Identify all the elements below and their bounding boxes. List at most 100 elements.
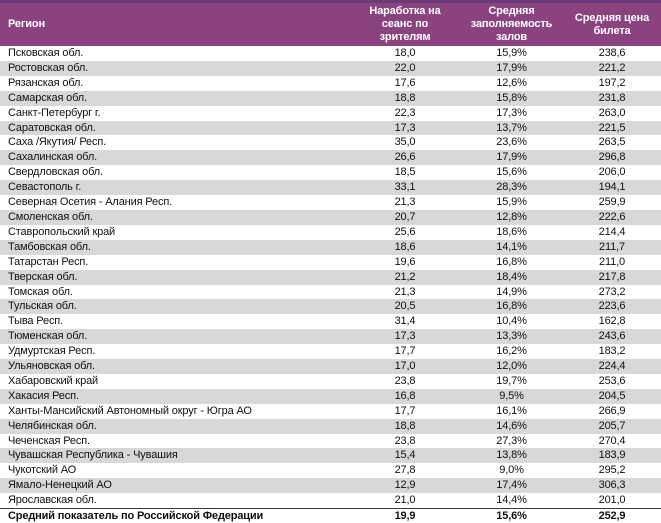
cell-occupancy: 10,4% [496, 315, 527, 328]
cell-occupancy: 13,3% [460, 329, 563, 345]
cell-region: Северная Осетия - Алания Респ. [8, 196, 173, 209]
table-row: Тыва Респ. 31,4 10,4% 162,8 [0, 314, 661, 329]
cell-price: 183,9 [563, 448, 661, 464]
cell-price: 273,2 [598, 285, 626, 298]
cell-occupancy: 16,8% [496, 255, 527, 268]
cell-region: Томская обл. [8, 285, 73, 298]
total-row: Средний показатель по Российской Федерац… [0, 508, 661, 523]
cell-price: 263,5 [598, 136, 626, 149]
cell-per_session: 20,7 [350, 209, 460, 225]
table-row: Саха /Якутия/ Респ. 35,0 23,6% 263,5 [0, 135, 661, 150]
cell-occupancy: 14,9% [496, 285, 527, 298]
cell-occupancy: 17,9% [460, 60, 563, 76]
table-row: Санкт-Петербург г. 22,3 17,3% 263,0 [0, 106, 661, 121]
table-row: Тульская обл. 20,5 16,8% 223,6 [0, 299, 661, 315]
cell-price: 221,2 [563, 60, 661, 76]
table-row: Северная Осетия - Алания Респ. 21,3 15,9% 2… [0, 195, 661, 210]
cell-price: 266,9 [598, 404, 626, 417]
cell-region: Чеченская Респ. [8, 434, 90, 447]
cell-region: Ямало-Ненецкий АО [0, 478, 350, 494]
table-row: Псковская обл. 18,0 15,9% 238,6 [0, 46, 661, 61]
cell-price: 224,4 [563, 359, 661, 374]
cell-per_session: 23,8 [394, 374, 416, 387]
cell-occupancy: 13,8% [460, 448, 563, 464]
cell-occupancy: 13,7% [460, 120, 563, 136]
cell-price: 211,7 [563, 239, 661, 255]
cell-region: Ханты-Мансийский Автономный округ - Югра… [8, 404, 252, 417]
cell-region: Ярославская обл. [8, 494, 97, 507]
cell-occupancy: 12,0% [460, 359, 563, 374]
cell-region: Свердловская обл. [8, 166, 103, 179]
cell-region: Тыва Респ. [8, 315, 64, 328]
cell-per_session: 18,0 [394, 47, 416, 59]
cell-occupancy: 28,3% [460, 180, 563, 196]
table-row: Томская обл. 21,3 14,9% 273,2 [0, 285, 661, 300]
cell-price: 243,6 [563, 329, 661, 345]
cell-occupancy: 15,6% [496, 166, 527, 179]
cell-per_session: 35,0 [394, 136, 416, 149]
cell-per_session: 18,5 [394, 166, 416, 179]
cell-region: Рязанская обл. [8, 76, 84, 89]
cell-region: Ульяновская обл. [0, 359, 350, 374]
cell-per_session: 22,0 [350, 60, 460, 76]
cell-occupancy: 16,2% [496, 345, 527, 358]
table-row: Ростовская обл. 22,0 17,9% 221,2 [0, 60, 661, 76]
cell-per_session: 15,4 [350, 448, 460, 464]
cell-per_session: 19,6 [394, 255, 416, 268]
cell-per_session: 17,3 [350, 120, 460, 136]
cell-price: 206,0 [598, 166, 626, 179]
cell-price: 204,5 [563, 388, 661, 404]
cell-region: Тюменская обл. [0, 329, 350, 345]
cell-per_session: 25,6 [394, 225, 416, 238]
column-header-occupancy: Средняя заполняемость залов [460, 0, 563, 46]
total-row-per-session: 19,9 [350, 508, 460, 523]
cell-region: Чукотский АО [8, 464, 77, 477]
cell-price: 263,0 [598, 106, 626, 119]
cell-per_session: 21,3 [394, 285, 416, 298]
cell-per_session: 31,4 [394, 315, 416, 328]
cell-per_session: 26,6 [350, 150, 460, 166]
table-row: Сахалинская обл. 26,6 17,9% 296,8 [0, 150, 661, 166]
table-row: Севастополь г. 33,1 28,3% 194,1 [0, 180, 661, 196]
table-row: Удмуртская Респ. 17,7 16,2% 183,2 [0, 344, 661, 359]
cell-occupancy: 18,4% [460, 269, 563, 285]
cell-per_session: 18,8 [350, 418, 460, 434]
cell-region: Тамбовская обл. [0, 239, 350, 255]
table-row: Тюменская обл. 17,3 13,3% 243,6 [0, 329, 661, 345]
cell-per_session: 21,3 [394, 196, 416, 209]
cell-region: Санкт-Петербург г. [8, 106, 101, 119]
cell-per_session: 17,7 [394, 404, 416, 417]
table-row: Ульяновская обл. 17,0 12,0% 224,4 [0, 359, 661, 374]
cell-price: 222,6 [563, 209, 661, 225]
cell-occupancy: 19,7% [496, 374, 527, 387]
cell-region: Тульская обл. [0, 299, 350, 315]
cell-occupancy: 14,6% [460, 418, 563, 434]
cell-per_session: 21,2 [350, 269, 460, 285]
cell-price: 296,8 [563, 150, 661, 166]
cell-occupancy: 27,3% [496, 434, 527, 447]
cell-per_session: 21,0 [394, 494, 416, 507]
cell-occupancy: 17,9% [460, 150, 563, 166]
table-row: Смоленская обл. 20,7 12,8% 222,6 [0, 209, 661, 225]
cell-region: Сахалинская обл. [0, 150, 350, 166]
cell-price: 223,6 [563, 299, 661, 315]
table-body: Псковская обл. 18,0 15,9% 238,6 Ростовская о… [0, 46, 661, 509]
cell-per_session: 18,8 [350, 90, 460, 106]
cell-price: 201,0 [598, 494, 626, 507]
cell-price: 217,8 [563, 269, 661, 285]
cell-occupancy: 16,1% [496, 404, 527, 417]
cell-occupancy: 15,8% [460, 90, 563, 106]
cell-price: 231,8 [563, 90, 661, 106]
cell-price: 211,0 [599, 255, 625, 268]
cell-occupancy: 9,5% [460, 388, 563, 404]
cell-per_session: 17,6 [394, 76, 416, 89]
table-row: Ямало-Ненецкий АО 12,9 17,4% 306,3 [0, 478, 661, 494]
cell-price: 306,3 [563, 478, 661, 494]
cell-region: Хакасия Респ. [0, 388, 350, 404]
cell-price: 253,6 [598, 374, 626, 387]
cell-occupancy: 15,9% [496, 196, 527, 209]
cell-region: Удмуртская Респ. [8, 345, 96, 358]
cell-region: Чувашская Республика - Чувашия [0, 448, 350, 464]
cell-region: Саратовская обл. [0, 120, 350, 136]
